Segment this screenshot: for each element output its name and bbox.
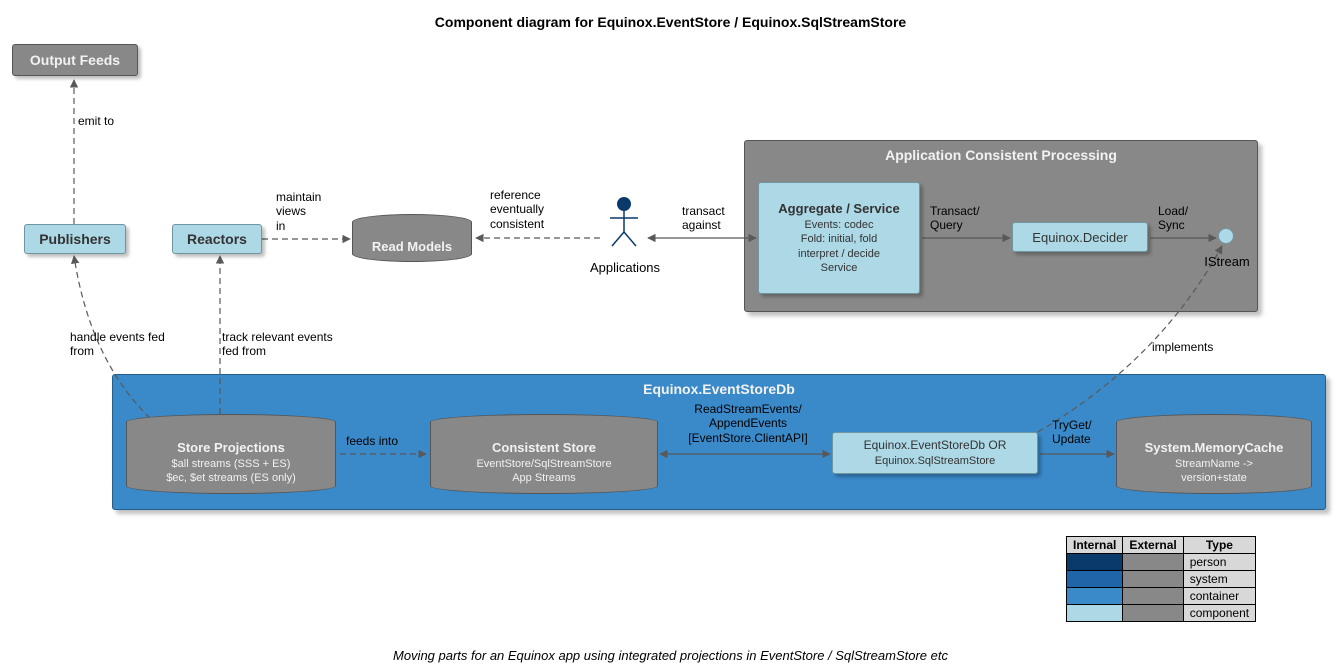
node-memcache: System.MemoryCache StreamName ->version+… <box>1116 414 1312 494</box>
legend-table: InternalExternalType personsystemcontain… <box>1066 536 1256 622</box>
node-memcache-sub: StreamName ->version+state <box>1175 457 1253 486</box>
node-read-models-label: Read Models <box>372 239 452 254</box>
node-output-feeds: Output Feeds <box>12 44 138 76</box>
container-acp-title: Application Consistent Processing <box>745 147 1257 163</box>
node-publishers: Publishers <box>24 224 126 254</box>
node-store-projections-label: Store Projections <box>177 440 285 455</box>
legend-swatch-internal <box>1067 588 1123 605</box>
node-store-projections: Store Projections $all streams (SSS + ES… <box>126 414 336 494</box>
legend-swatch-external <box>1123 605 1183 622</box>
node-publishers-label: Publishers <box>39 231 111 247</box>
node-store-projections-sub: $all streams (SSS + ES)$ec, $et streams … <box>166 457 296 486</box>
legend-swatch-external <box>1123 588 1183 605</box>
legend-swatch-external <box>1123 571 1183 588</box>
edge-label-app-to-aggregate: transactagainst <box>682 204 752 233</box>
legend-header: Internal <box>1067 537 1123 554</box>
legend-type-label: system <box>1183 571 1255 588</box>
legend-type-label: component <box>1183 605 1255 622</box>
legend-swatch-internal <box>1067 554 1123 571</box>
legend-swatch-external <box>1123 554 1183 571</box>
iface-istream <box>1218 228 1234 244</box>
edge-label-app-to-readmodels: referenceeventuallyconsistent <box>490 188 570 231</box>
node-memcache-label: System.MemoryCache <box>1145 440 1284 455</box>
edge-label-pub-from-proj: handle events fedfrom <box>70 330 200 359</box>
edge-label-reactors-to-readmodels: maintainviewsin <box>276 190 346 233</box>
node-reactors-label: Reactors <box>187 231 247 247</box>
edge-label-agg-to-decider: Transact/Query <box>930 204 1010 233</box>
node-esdb-or-sss-label: Equinox.EventStoreDb OR <box>864 438 1007 452</box>
legend-swatch-internal <box>1067 605 1123 622</box>
edge-label-store-to-esdb: ReadStreamEvents/AppendEvents[EventStore… <box>668 402 828 445</box>
node-consistent-store-label: Consistent Store <box>492 440 596 455</box>
actor-applications-label: Applications <box>580 260 670 275</box>
edge-label-istream-impl: implements <box>1152 340 1252 354</box>
edge-label-proj-feeds-store: feeds into <box>346 434 426 448</box>
node-decider-label: Equinox.Decider <box>1032 230 1127 245</box>
node-aggregate-label: Aggregate / Service <box>778 201 899 216</box>
diagram-title: Component diagram for Equinox.EventStore… <box>0 14 1341 30</box>
node-esdb-or-sss: Equinox.EventStoreDb OR Equinox.SqlStrea… <box>832 432 1038 474</box>
edge-label-react-from-proj: track relevant eventsfed from <box>222 330 372 359</box>
node-output-feeds-label: Output Feeds <box>30 52 120 68</box>
edge-label-esdb-to-cache: TryGet/Update <box>1052 418 1122 447</box>
legend-header: Type <box>1183 537 1255 554</box>
edge-label-pub-to-outfeeds: emit to <box>78 114 138 128</box>
person-icon <box>606 196 642 248</box>
node-aggregate: Aggregate / Service Events: codecFold: i… <box>758 182 920 294</box>
legend-type-label: person <box>1183 554 1255 571</box>
node-esdb-or-sss-sub: Equinox.SqlStreamStore <box>875 454 995 468</box>
node-consistent-store-sub: EventStore/SqlStreamStoreApp Streams <box>476 457 611 486</box>
actor-applications <box>606 196 642 253</box>
iface-istream-label: IStream <box>1192 254 1262 269</box>
node-consistent-store: Consistent Store EventStore/SqlStreamSto… <box>430 414 658 494</box>
legend-swatch-internal <box>1067 571 1123 588</box>
container-esdb-title: Equinox.EventStoreDb <box>113 381 1325 397</box>
diagram-subtitle: Moving parts for an Equinox app using in… <box>0 648 1341 663</box>
node-read-models: Read Models <box>352 214 472 262</box>
node-aggregate-sub: Events: codecFold: initial, foldinterpre… <box>798 218 880 275</box>
node-reactors: Reactors <box>172 224 262 254</box>
legend-type-label: container <box>1183 588 1255 605</box>
edge-label-decider-to-istream: Load/Sync <box>1158 204 1218 233</box>
node-decider: Equinox.Decider <box>1012 222 1148 252</box>
legend-header: External <box>1123 537 1183 554</box>
